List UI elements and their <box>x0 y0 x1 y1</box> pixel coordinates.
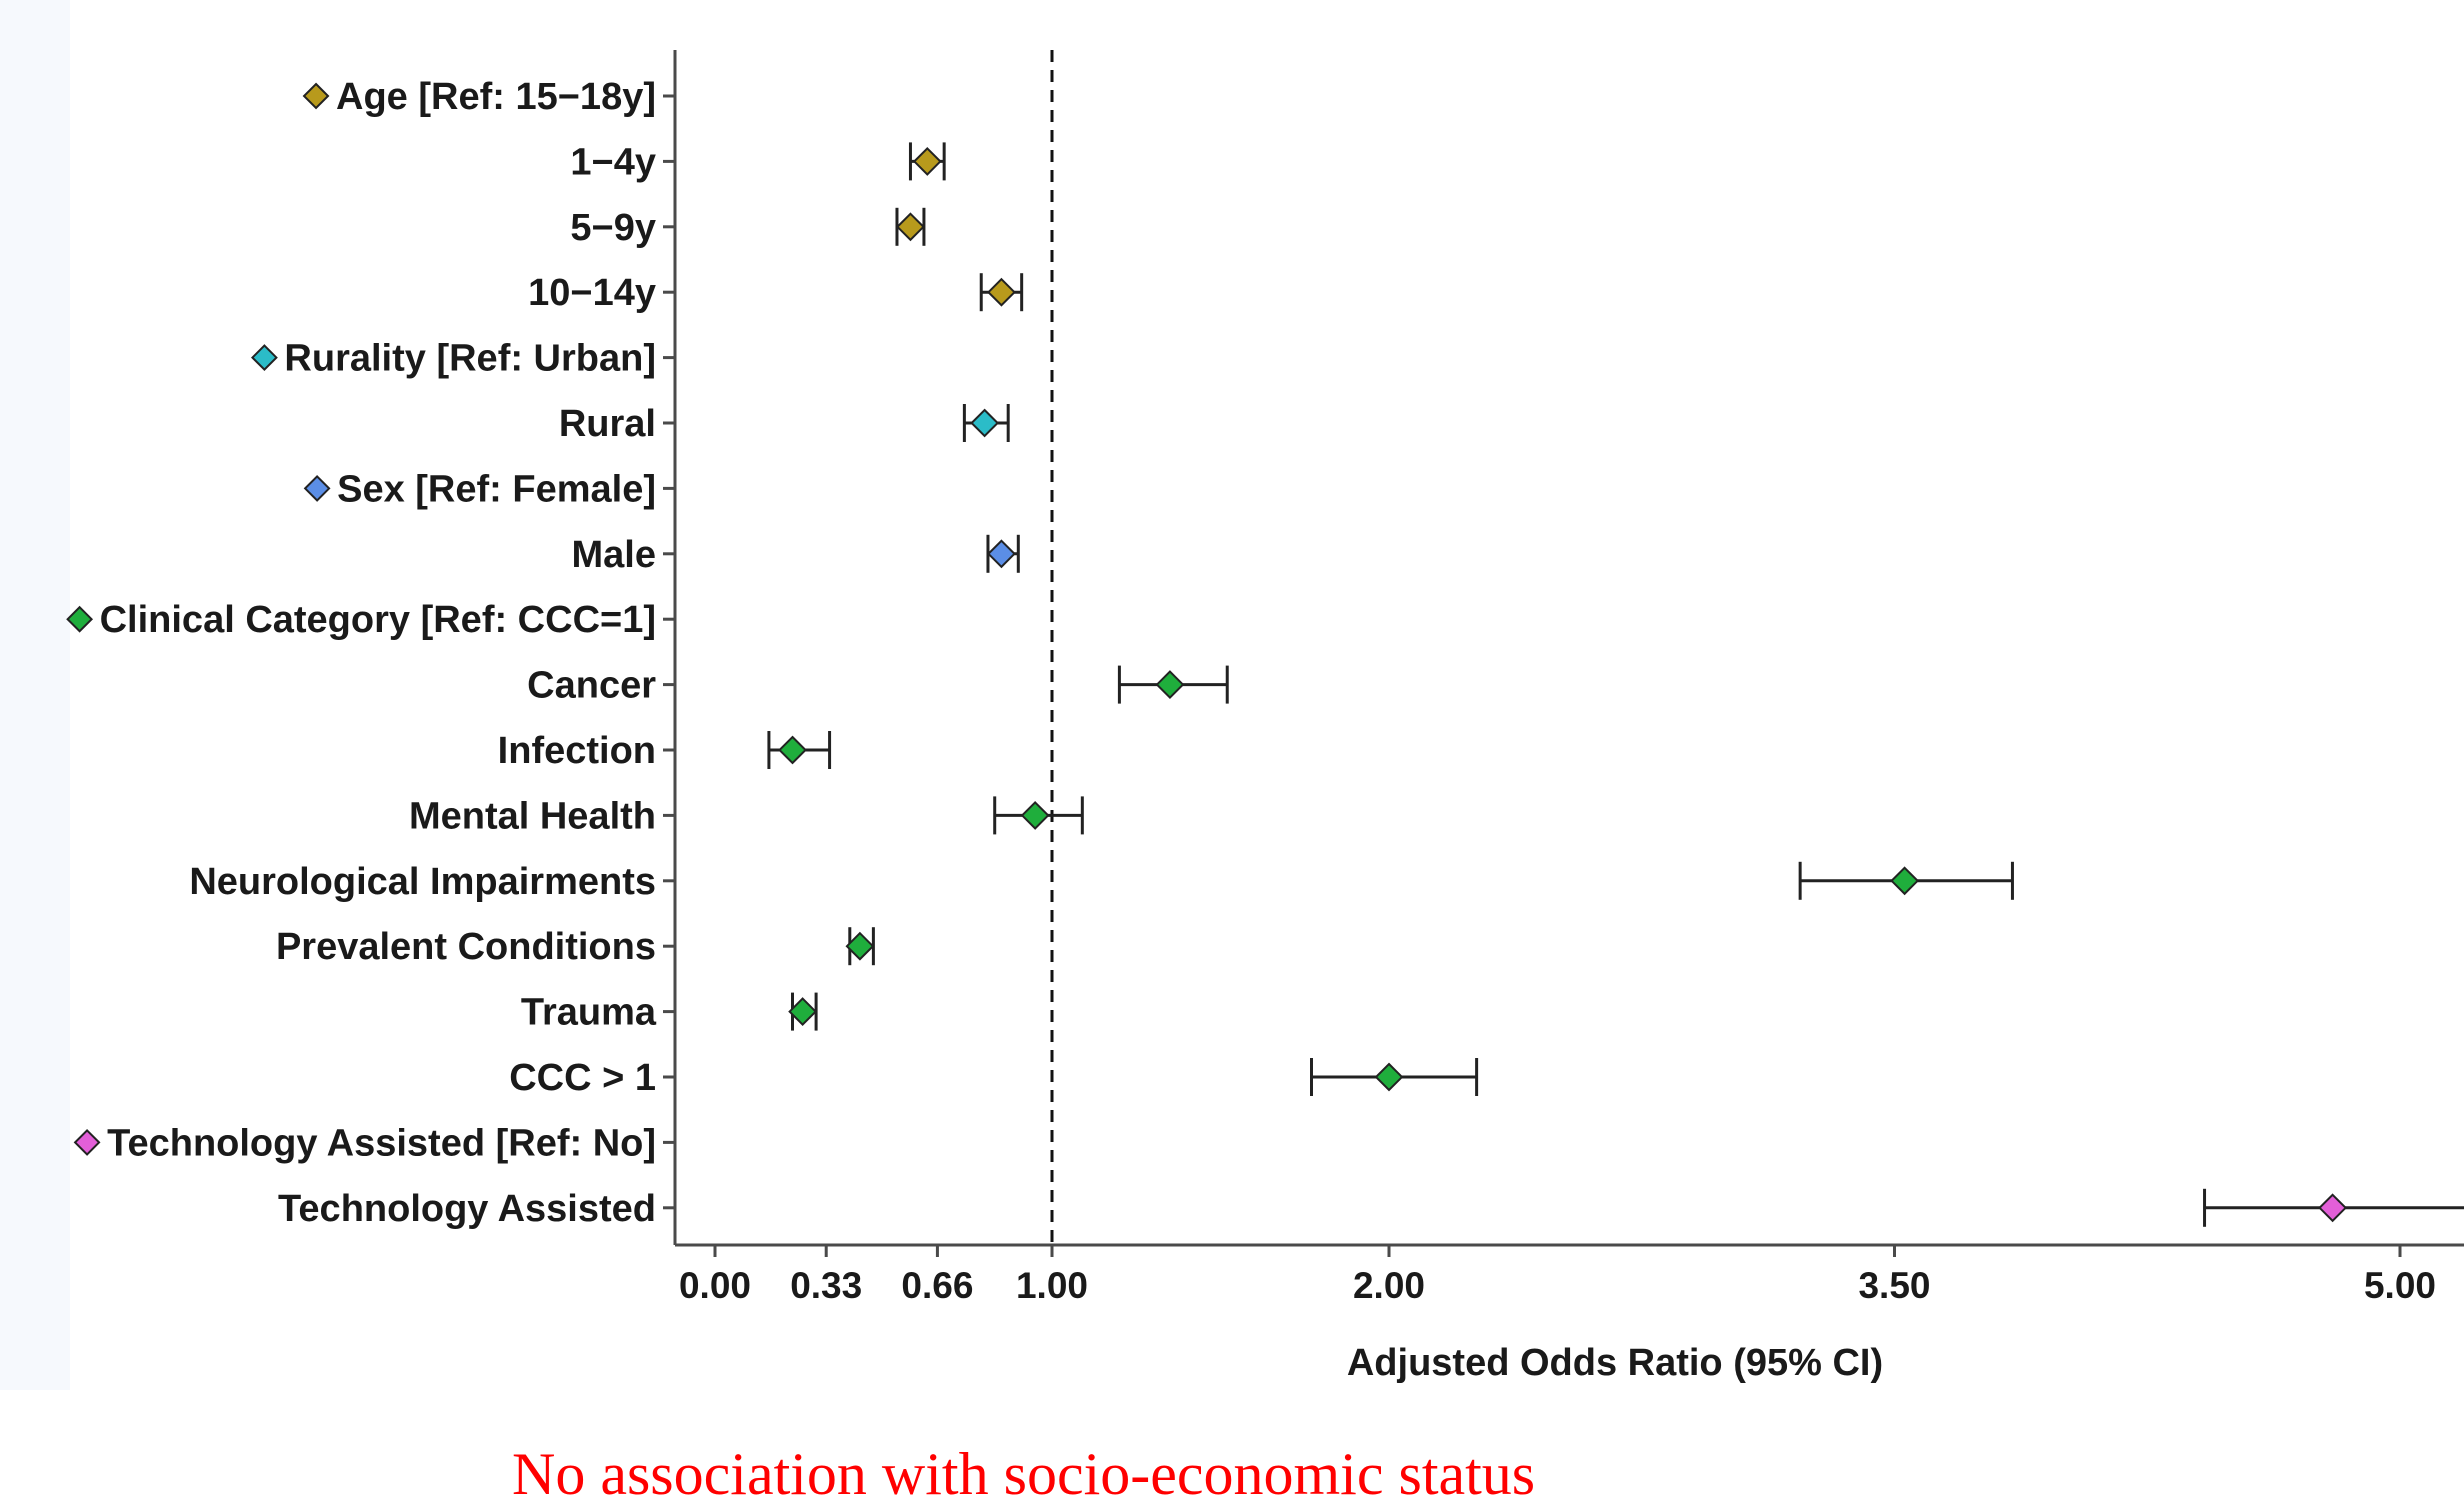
plot-rows: Age [Ref: 15−18y] 1−4y 5−9y 10−14y Rurality … <box>66 76 2464 1230</box>
row-label: Male <box>572 534 656 576</box>
forest-row: Male <box>572 534 1020 576</box>
point-estimate <box>1374 1062 1404 1092</box>
group-diamond-icon <box>302 82 330 110</box>
forest-row: 10−14y <box>528 272 1024 314</box>
row-label: 1−4y <box>570 141 656 183</box>
forest-row: Technology Assisted <box>278 1188 2464 1230</box>
footnote: No association with socio-economic statu… <box>512 1441 1536 1507</box>
forest-row: Age [Ref: 15−18y] <box>302 76 675 118</box>
plot-axes <box>673 50 2464 1247</box>
forest-row: Trauma <box>521 992 818 1034</box>
x-tick-label: 3.50 <box>1858 1265 1930 1306</box>
point-estimate <box>896 212 925 242</box>
row-label: Rural <box>559 403 656 445</box>
row-label: Prevalent Conditions <box>276 926 656 968</box>
x-tick-label: 0.00 <box>679 1265 751 1306</box>
row-label: Clinical Category [Ref: CCC=1] <box>100 599 656 641</box>
row-label: Rurality [Ref: Urban] <box>284 338 656 380</box>
forest-row: Rural <box>559 403 1010 445</box>
forest-row: Mental Health <box>409 795 1084 837</box>
row-label: Neurological Impairments <box>189 861 656 903</box>
x-tick-label: 5.00 <box>2364 1265 2436 1306</box>
point-estimate <box>987 277 1016 307</box>
row-label: Cancer <box>527 665 656 707</box>
point-estimate <box>912 146 942 176</box>
point-estimate <box>778 735 807 765</box>
forest-row: CCC > 1 <box>509 1057 1479 1099</box>
group-diamond-icon <box>73 1128 101 1156</box>
row-label: Infection <box>498 730 656 772</box>
group-diamond-icon <box>251 344 278 372</box>
row-label: Trauma <box>521 992 657 1034</box>
forest-row: Neurological Impairments <box>189 861 2014 903</box>
x-tick-label: 2.00 <box>1353 1265 1425 1306</box>
x-axis-ticks: 0.00 0.33 0.66 1.00 2.00 3.50 5.00 <box>679 1245 2436 1306</box>
x-tick-label: 1.00 <box>1016 1265 1088 1306</box>
forest-plot: Age [Ref: 15−18y] 1−4y 5−9y 10−14y Rurality … <box>66 50 2464 1384</box>
forest-row: Infection <box>498 730 832 772</box>
forest-row: Sex [Ref: Female] <box>303 468 675 510</box>
row-label: Sex [Ref: Female] <box>337 468 656 510</box>
row-label: Mental Health <box>409 795 656 837</box>
x-tick-label: 0.66 <box>901 1265 973 1306</box>
forest-row: Technology Assisted [Ref: No] <box>73 1122 675 1164</box>
row-label: Technology Assisted <box>278 1188 656 1230</box>
forest-row: Clinical Category [Ref: CCC=1] <box>66 599 675 641</box>
point-estimate <box>788 997 818 1027</box>
forest-row: Cancer <box>527 665 1229 707</box>
x-tick-label: 0.33 <box>790 1265 862 1306</box>
point-estimate <box>1155 670 1185 700</box>
point-estimate <box>970 408 1000 438</box>
row-label: 5−9y <box>570 207 656 249</box>
row-label: Technology Assisted [Ref: No] <box>107 1122 656 1164</box>
point-estimate <box>845 931 875 961</box>
x-axis-title: Adjusted Odds Ratio (95% CI) <box>1347 1342 1883 1384</box>
point-estimate <box>987 539 1016 569</box>
forest-row: Prevalent Conditions <box>276 926 875 968</box>
row-label: Age [Ref: 15−18y] <box>336 76 656 118</box>
group-diamond-icon <box>66 605 94 633</box>
point-estimate <box>1020 800 1050 830</box>
row-label: 10−14y <box>528 272 656 314</box>
row-label: CCC > 1 <box>509 1057 656 1099</box>
forest-row: Rurality [Ref: Urban] <box>251 338 675 380</box>
point-estimate <box>1890 866 1920 896</box>
left-margin-strip <box>0 0 70 1390</box>
forest-row: 1−4y <box>570 141 946 183</box>
group-diamond-icon <box>303 474 331 502</box>
forest-row: 5−9y <box>570 207 926 249</box>
point-estimate <box>2318 1193 2348 1223</box>
